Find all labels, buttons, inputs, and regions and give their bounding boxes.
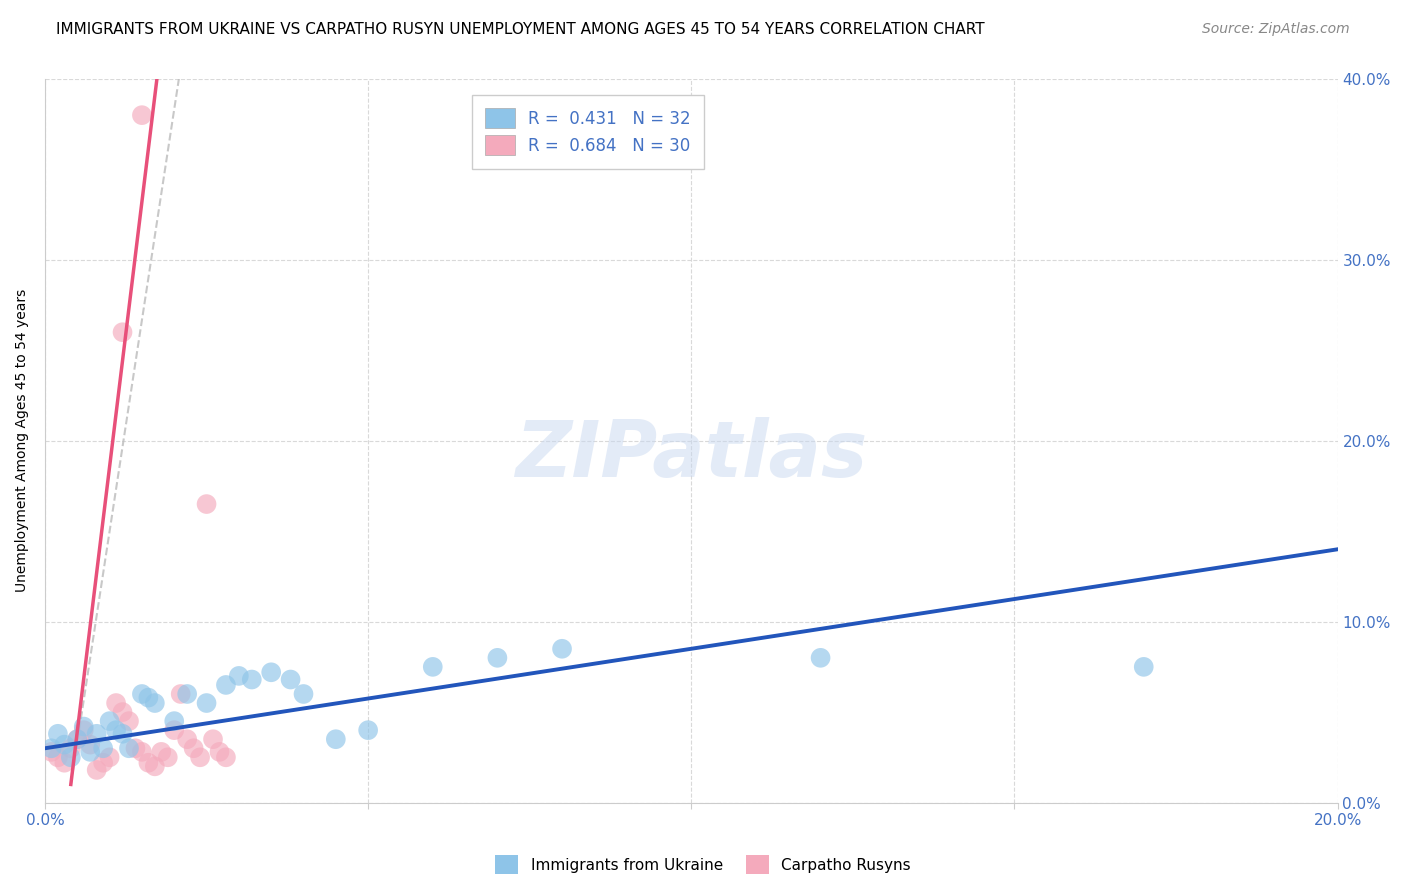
Point (46, 750, 69, 764)
Point (325, 732, 347, 747)
Point (53, 756, 76, 770)
Point (280, 673, 302, 687)
Point (118, 714, 141, 728)
Point (176, 687, 198, 701)
Point (105, 723, 128, 738)
Point (66, 732, 89, 747)
Point (53, 738, 76, 752)
Point (188, 750, 211, 764)
Point (357, 723, 380, 738)
Point (105, 696, 128, 710)
Point (170, 687, 193, 701)
Point (111, 705, 134, 719)
Point (59, 750, 82, 764)
Point (202, 732, 225, 747)
Text: ZIPatlas: ZIPatlas (515, 417, 868, 493)
Point (215, 750, 238, 764)
Point (176, 732, 198, 747)
Point (143, 759, 166, 773)
Point (215, 678, 238, 692)
Point (138, 756, 160, 770)
Point (79, 738, 101, 752)
Legend: R =  0.431   N = 32, R =  0.684   N = 30: R = 0.431 N = 32, R = 0.684 N = 30 (471, 95, 704, 169)
Point (138, 690, 160, 705)
Point (195, 696, 218, 710)
Point (260, 665, 283, 680)
Point (41, 745, 63, 759)
Point (150, 745, 173, 759)
Point (292, 687, 315, 701)
Point (98, 714, 121, 728)
Point (41, 741, 63, 756)
Point (118, 741, 141, 756)
Legend: Immigrants from Ukraine, Carpatho Rusyns: Immigrants from Ukraine, Carpatho Rusyns (489, 849, 917, 880)
Point (46, 727, 69, 741)
Point (86, 727, 108, 741)
Text: Source: ZipAtlas.com: Source: ZipAtlas.com (1202, 22, 1350, 37)
Point (91, 741, 114, 756)
Point (486, 650, 509, 665)
Point (111, 727, 134, 741)
Point (66, 732, 89, 747)
Point (111, 325, 134, 339)
Point (86, 763, 108, 777)
Point (1132, 660, 1154, 674)
Point (131, 745, 153, 759)
Point (73, 723, 96, 738)
Point (163, 723, 186, 738)
Text: IMMIGRANTS FROM UKRAINE VS CARPATHO RUSYN UNEMPLOYMENT AMONG AGES 45 TO 54 YEARS: IMMIGRANTS FROM UKRAINE VS CARPATHO RUSY… (56, 22, 984, 37)
Point (73, 720, 96, 734)
Point (240, 673, 263, 687)
Point (59, 741, 82, 756)
Point (131, 687, 153, 701)
Point (228, 669, 250, 683)
Point (91, 756, 114, 770)
Point (208, 745, 231, 759)
Point (551, 641, 574, 656)
Point (79, 745, 101, 759)
Point (810, 650, 832, 665)
Point (422, 660, 444, 674)
Point (143, 696, 166, 710)
Point (195, 497, 218, 511)
Point (98, 750, 121, 764)
Point (124, 741, 146, 756)
Point (163, 714, 186, 728)
Y-axis label: Unemployment Among Ages 45 to 54 years: Unemployment Among Ages 45 to 54 years (15, 289, 30, 592)
Point (183, 741, 205, 756)
Point (156, 750, 179, 764)
Point (131, 108, 153, 122)
